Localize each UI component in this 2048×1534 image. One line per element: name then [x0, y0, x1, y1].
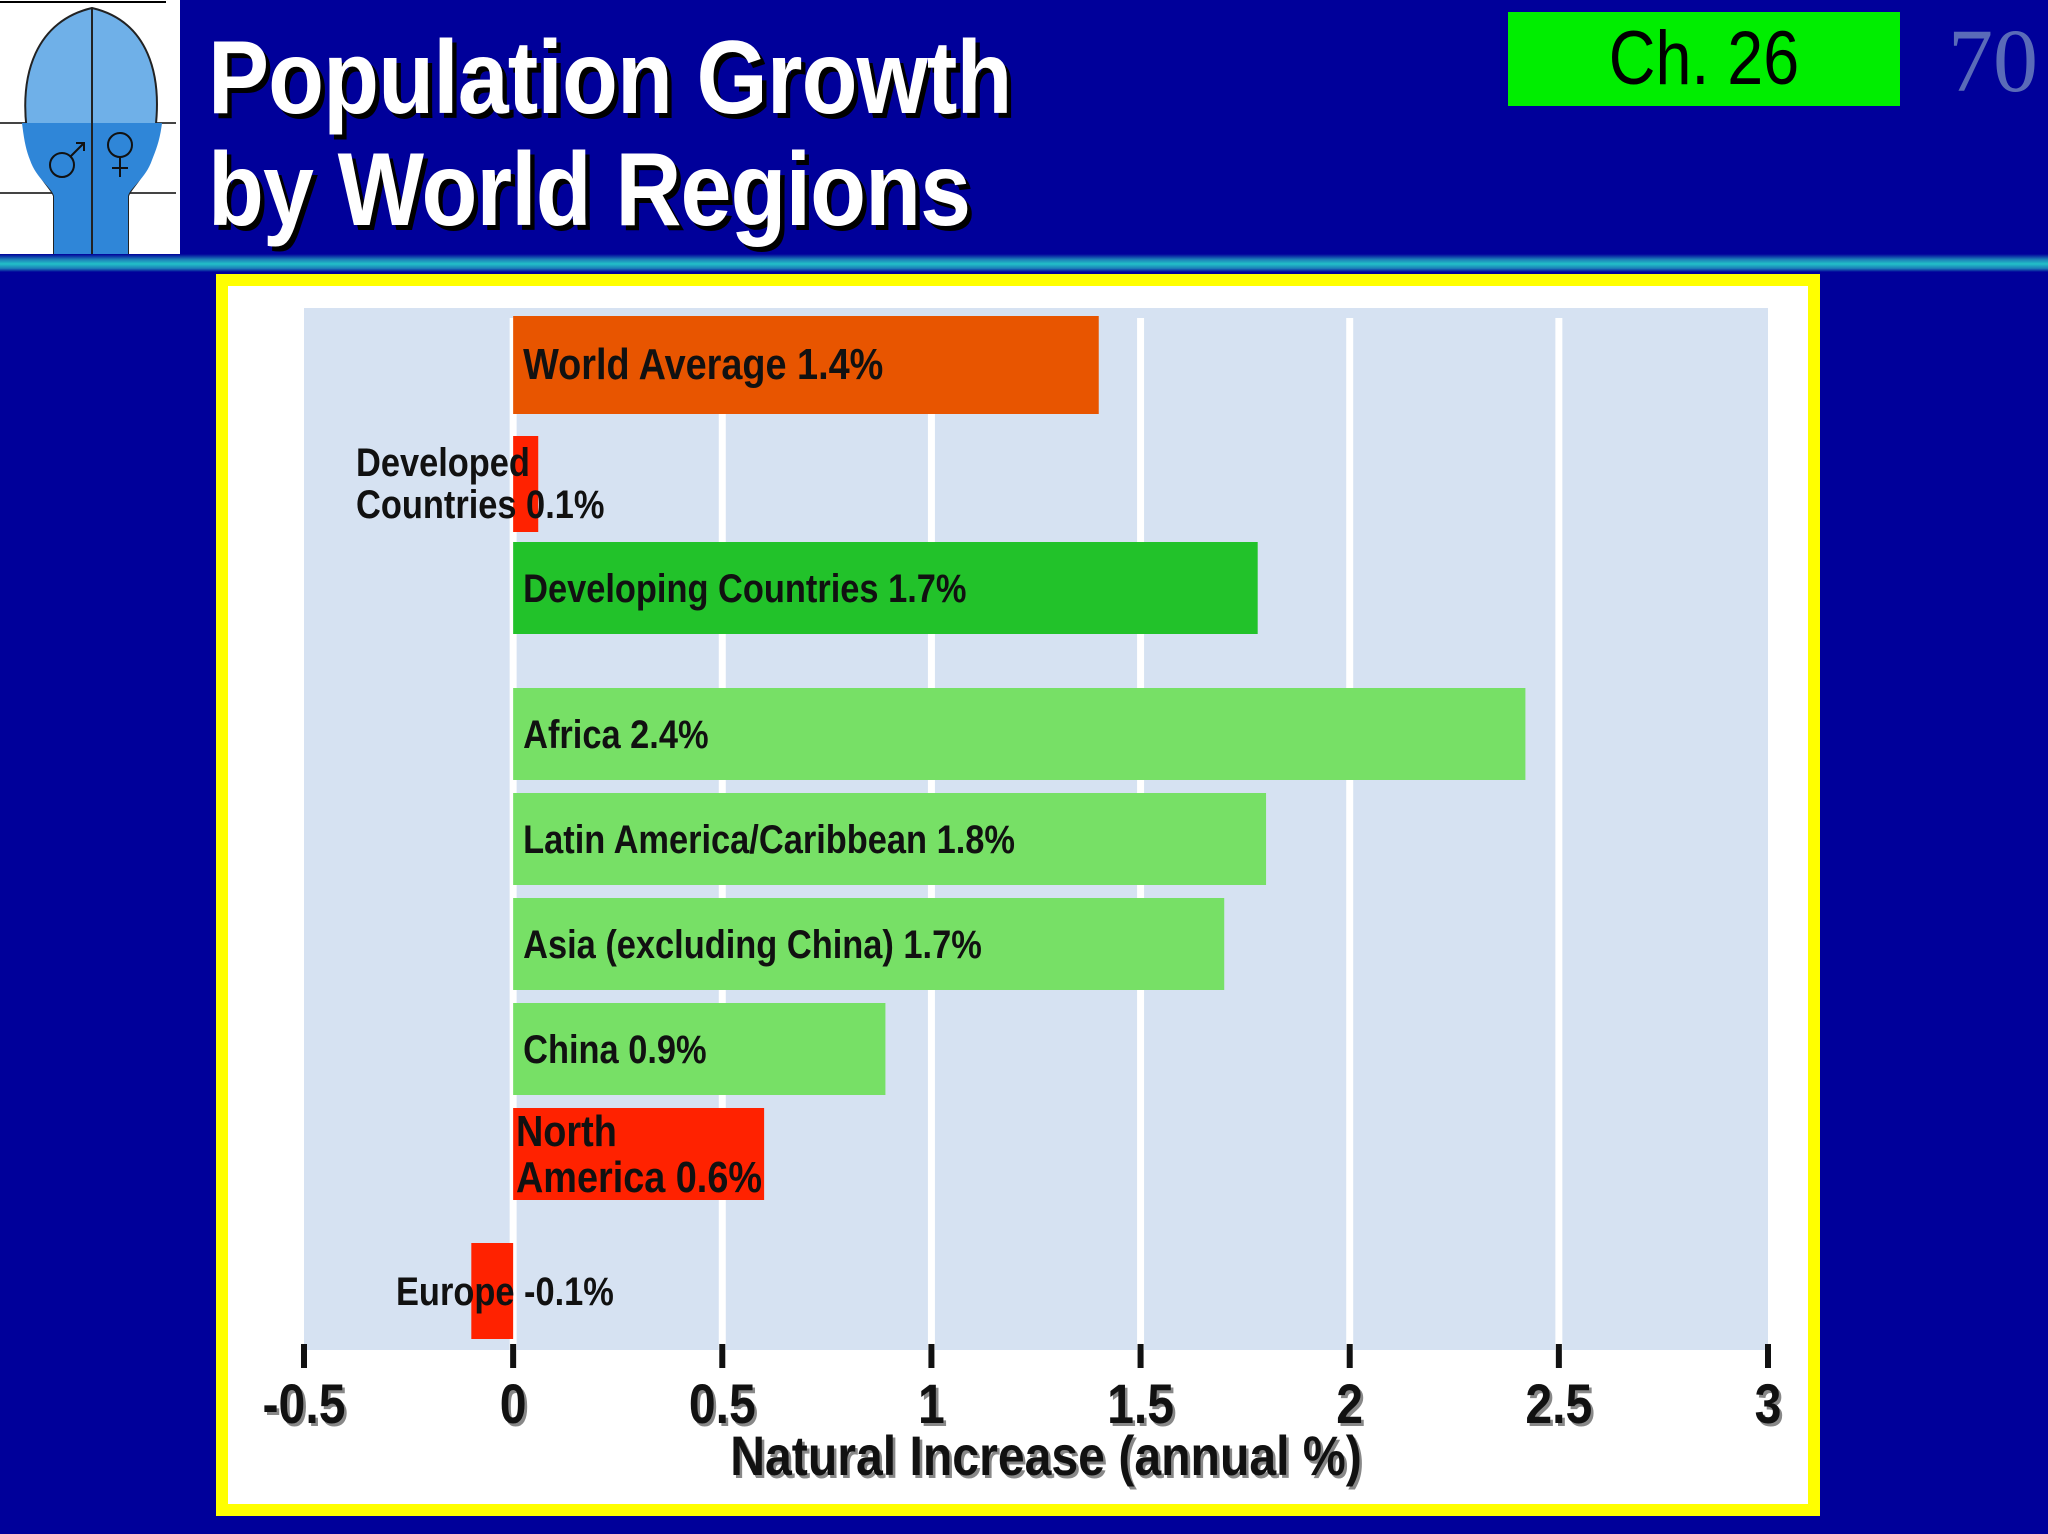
bar-label: Latin America/Caribbean 1.8% [523, 817, 1015, 862]
bar [471, 1243, 514, 1339]
tick-label: 3 [1755, 1374, 1782, 1436]
bar [513, 1003, 886, 1095]
bar-label: China 0.9% [523, 1027, 706, 1072]
tick-label-shadow: 2.5 [1528, 1377, 1595, 1439]
tick-label: 2 [1336, 1374, 1363, 1436]
bar [513, 898, 1225, 990]
chart-panel: World Average 1.4% Developed Countries 0.1… [228, 286, 1808, 1504]
tick-label-shadow: 3 [1757, 1377, 1784, 1439]
x-axis-title: Natural Increase (annual %) [730, 1426, 1362, 1488]
tick-label: -0.5 [263, 1374, 346, 1436]
bar-label: Developed Countries 0.1% [356, 440, 604, 527]
x-axis-title-shadow: Natural Increase (annual %) [733, 1429, 1365, 1491]
bar-label: World Average 1.4% [523, 339, 883, 388]
bar-label: Asia (excluding China) 1.7% [523, 922, 982, 967]
bar [513, 436, 539, 532]
tick-label: 1 [918, 1374, 945, 1436]
bar-label-line: World Average 1.4% [523, 339, 883, 388]
bar [513, 1108, 765, 1200]
tick-label-shadow: -0.5 [265, 1377, 348, 1439]
page-number: 70 [1948, 12, 2038, 111]
tick-label-shadow: 0 [502, 1377, 529, 1439]
bar-label: Developing Countries 1.7% [523, 566, 966, 611]
tick-label: 0 [500, 1374, 527, 1436]
bar-label-line: Europe -0.1% [396, 1269, 614, 1314]
bar-label-line: China 0.9% [523, 1027, 706, 1072]
title-line-2: by World Regions [208, 132, 971, 248]
bar [513, 688, 1526, 780]
bar-label-line: Developed [356, 440, 530, 485]
bar-chart: World Average 1.4% Developed Countries 0.1… [263, 308, 1784, 1491]
gender-symbols-bulb-icon [0, 1, 176, 259]
bar-label-line: America 0.6% [516, 1153, 762, 1202]
page-title: Population Growth by World Regions [208, 22, 1012, 246]
bar [513, 316, 1099, 414]
tick-label: 0.5 [689, 1374, 756, 1436]
bar-label-line: North [516, 1106, 617, 1155]
tick-label: 1.5 [1107, 1374, 1174, 1436]
header-divider [0, 254, 2048, 272]
bar-label-line: Latin America/Caribbean 1.8% [523, 817, 1015, 862]
title-line-1: Population Growth [208, 20, 1012, 136]
bar-label-line: Asia (excluding China) 1.7% [523, 922, 982, 967]
tick-label-shadow: 2 [1339, 1377, 1366, 1439]
bar [513, 793, 1267, 885]
bar-label-line: Countries 0.1% [356, 482, 604, 527]
tick-label-shadow: 0.5 [691, 1377, 758, 1439]
chapter-badge: Ch. 26 [1508, 12, 1900, 106]
logo [0, 0, 180, 262]
bar-label-line: Developing Countries 1.7% [523, 566, 966, 611]
tick-label: 2.5 [1525, 1374, 1592, 1436]
bar-label-line: Africa 2.4% [523, 712, 708, 757]
chapter-label: Ch. 26 [1608, 16, 1800, 101]
bar-label: North America 0.6% [516, 1106, 762, 1202]
bar-label: Europe -0.1% [396, 1269, 614, 1314]
tick-label-shadow: 1.5 [1110, 1377, 1177, 1439]
bar-label: Africa 2.4% [523, 712, 708, 757]
bar [513, 542, 1258, 634]
tick-label-shadow: 1 [921, 1377, 948, 1439]
chart-frame: World Average 1.4% Developed Countries 0.1… [216, 274, 1820, 1516]
